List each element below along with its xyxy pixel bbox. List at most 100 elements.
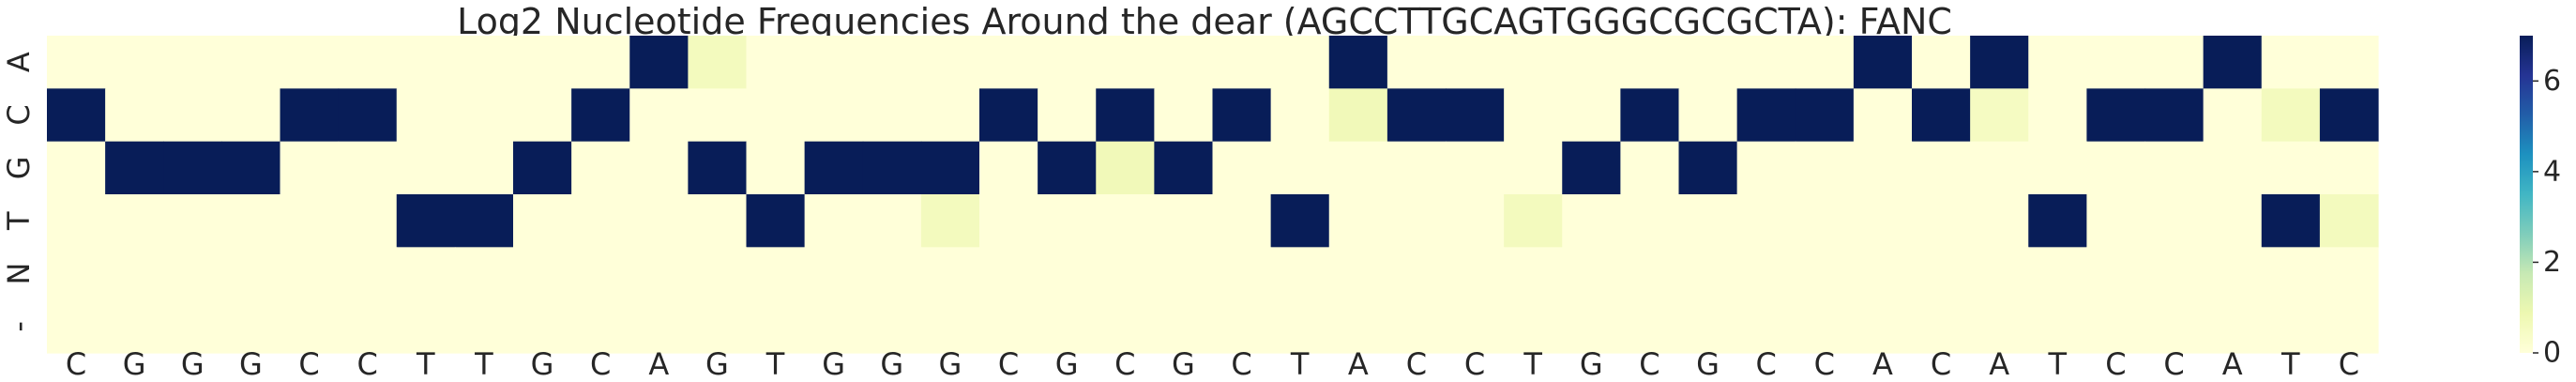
x-tick-label: C xyxy=(1406,346,1427,382)
x-tick-label: A xyxy=(1872,346,1893,382)
heatmap-cell xyxy=(571,141,630,195)
x-tick-label: C xyxy=(1114,346,1135,382)
colorbar-tick-label: 0 xyxy=(2543,337,2561,370)
heatmap-cell xyxy=(1562,194,1621,248)
heatmap-cell xyxy=(571,247,630,301)
heatmap-cell xyxy=(2203,299,2263,354)
heatmap-cell xyxy=(2144,88,2205,143)
heatmap-cell xyxy=(1562,141,1621,195)
heatmap-cell xyxy=(1620,247,1680,301)
heatmap-cell xyxy=(920,88,980,143)
x-tick-label: G xyxy=(880,346,903,382)
heatmap-cell xyxy=(1446,88,1505,143)
x-tick-label: A xyxy=(1989,346,2009,382)
heatmap-cell xyxy=(105,141,164,195)
heatmap-cell xyxy=(163,88,222,143)
heatmap-cell xyxy=(1386,36,1447,89)
x-tick-label: T xyxy=(1290,346,1310,382)
heatmap-cell xyxy=(1912,194,1971,248)
heatmap-cell xyxy=(47,88,106,143)
heatmap-cell xyxy=(2261,194,2321,248)
heatmap-cell xyxy=(862,194,922,248)
heatmap-cell xyxy=(2319,194,2379,248)
heatmap-cell xyxy=(1096,88,1155,143)
heatmap-cell xyxy=(1154,141,1214,195)
heatmap-cell xyxy=(163,194,222,248)
heatmap-cell xyxy=(105,36,164,89)
x-tick-label: G xyxy=(1172,346,1195,382)
heatmap-cell xyxy=(2144,247,2205,301)
heatmap-cell xyxy=(280,247,340,301)
heatmap-cell xyxy=(1386,88,1447,143)
heatmap-cell xyxy=(746,141,806,195)
heatmap-cell xyxy=(1270,88,1330,143)
heatmap-cell xyxy=(1504,247,1563,301)
heatmap-cell xyxy=(1562,299,1621,354)
colorbar-tick-label: 2 xyxy=(2543,246,2561,279)
heatmap-cell xyxy=(105,299,164,354)
heatmap-cell xyxy=(1970,88,2029,143)
heatmap-cell xyxy=(979,88,1038,143)
heatmap-cell xyxy=(1096,141,1155,195)
heatmap-cell xyxy=(1853,88,1913,143)
heatmap-cell xyxy=(221,247,281,301)
heatmap-cell xyxy=(396,36,456,89)
x-tick-label: G xyxy=(239,346,263,382)
x-tick-label: G xyxy=(123,346,146,382)
heatmap-cell xyxy=(571,88,630,143)
heatmap-cell xyxy=(746,194,806,248)
heatmap-cell xyxy=(688,247,748,301)
heatmap-cell xyxy=(2203,141,2263,195)
heatmap-cell xyxy=(1562,247,1621,301)
heatmap-cell xyxy=(1270,247,1330,301)
heatmap-cell xyxy=(1038,194,1097,248)
heatmap-cell xyxy=(221,141,281,195)
heatmap-cell xyxy=(1853,141,1913,195)
x-tick-label: C xyxy=(1756,346,1777,382)
heatmap-cell xyxy=(1446,36,1505,89)
heatmap-cell xyxy=(862,299,922,354)
heatmap-cell xyxy=(105,194,164,248)
heatmap-cell xyxy=(338,36,398,89)
heatmap-cell xyxy=(1853,36,1913,89)
heatmap-cell xyxy=(454,299,514,354)
heatmap-cell xyxy=(47,194,106,248)
x-tick-label: C xyxy=(1639,346,1659,382)
heatmap-cell xyxy=(804,88,864,143)
x-tick-label: C xyxy=(1464,346,1485,382)
heatmap-cell xyxy=(454,88,514,143)
heatmap-cell xyxy=(1328,141,1388,195)
heatmap-cell xyxy=(2319,36,2379,89)
x-tick-label: C xyxy=(357,346,378,382)
heatmap-cell xyxy=(1853,194,1913,248)
x-tick-label: G xyxy=(181,346,205,382)
x-tick-label: T xyxy=(416,346,435,382)
heatmap-cell xyxy=(1795,247,1855,301)
heatmap-cell xyxy=(979,299,1038,354)
heatmap-cell xyxy=(1970,141,2029,195)
heatmap-cell xyxy=(1795,194,1855,248)
heatmap-cell xyxy=(1446,194,1505,248)
heatmap-cell xyxy=(1328,88,1388,143)
x-tick-label: G xyxy=(1580,346,1603,382)
heatmap-cell xyxy=(221,194,281,248)
heatmap-cell xyxy=(163,36,222,89)
heatmap-cell xyxy=(2144,36,2205,89)
heatmap-cell xyxy=(1386,247,1447,301)
heatmap-cell xyxy=(47,299,106,354)
heatmap-cell xyxy=(1038,247,1097,301)
heatmap-cell xyxy=(338,299,398,354)
heatmap-cell xyxy=(47,247,106,301)
x-tick-label: T xyxy=(2281,346,2300,382)
heatmap-cell xyxy=(1678,247,1738,301)
x-tick-label: A xyxy=(648,346,669,382)
heatmap-cell xyxy=(396,88,456,143)
heatmap-cell xyxy=(2319,141,2379,195)
y-tick-label: - xyxy=(1,321,37,332)
heatmap-cell xyxy=(2086,299,2146,354)
heatmap-cell xyxy=(454,36,514,89)
x-tick-label: G xyxy=(1055,346,1079,382)
heatmap-cell xyxy=(1912,247,1971,301)
heatmap-cell xyxy=(804,194,864,248)
x-tick-label: C xyxy=(1231,346,1251,382)
